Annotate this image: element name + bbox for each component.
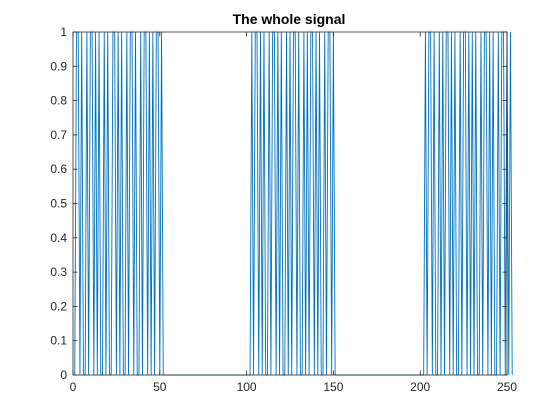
y-tick-label: 0.6 (50, 162, 67, 176)
y-tick-label: 0.3 (50, 265, 67, 279)
y-tick-label: 0.8 (50, 94, 67, 108)
x-tick-label: 150 (323, 380, 343, 394)
x-tick-label: 50 (153, 380, 167, 394)
y-tick-label: 0.9 (50, 59, 67, 73)
y-tick-label: 0.7 (50, 128, 67, 142)
y-tick-label: 0.4 (50, 231, 67, 245)
x-tick-label: 200 (410, 380, 430, 394)
x-tick-label: 100 (237, 380, 257, 394)
plot-area: 0 50 100 150 200 250 0 0.1 0.2 0.3 0.4 0.5 0.6 0.7 0.8… (50, 25, 517, 394)
y-tick-label: 0.5 (50, 197, 67, 211)
y-tick-label: 0 (60, 368, 67, 382)
y-tick-label: 0.1 (50, 334, 67, 348)
y-tick-label: 1 (60, 25, 67, 39)
x-tick-label: 0 (70, 380, 77, 394)
signal-series-line (74, 31, 513, 376)
x-tick-label: 250 (497, 380, 517, 394)
chart-title: The whole signal (233, 11, 346, 27)
y-tick-label: 0.2 (50, 299, 67, 313)
